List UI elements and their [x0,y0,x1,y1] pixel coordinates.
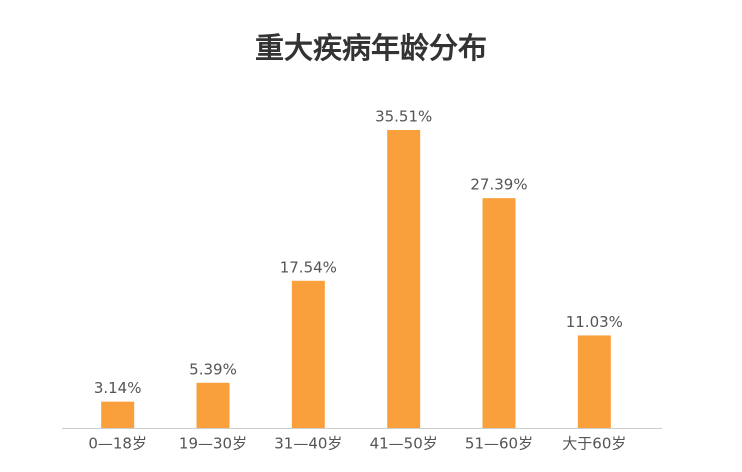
chart-title: 重大疾病年龄分布 [255,31,487,65]
value-label: 5.39% [189,360,237,378]
bar [387,130,421,428]
bar [291,280,325,428]
x-tick-label: 0—18岁 [88,435,147,453]
value-label: 27.39% [470,176,527,194]
x-tick-label: 大于60岁 [562,435,626,453]
bar [482,198,516,428]
bar [196,382,230,428]
x-tick-label: 41—50岁 [370,435,438,453]
value-label: 35.51% [375,108,432,126]
bar [577,335,611,428]
value-label: 11.03% [566,313,623,331]
bar [101,401,135,428]
x-tick-label: 51—60岁 [465,435,533,453]
x-tick-label: 19—30岁 [179,435,247,453]
x-tick-label: 31—40岁 [274,435,342,453]
value-label: 17.54% [280,258,337,276]
value-label: 3.14% [94,379,142,397]
